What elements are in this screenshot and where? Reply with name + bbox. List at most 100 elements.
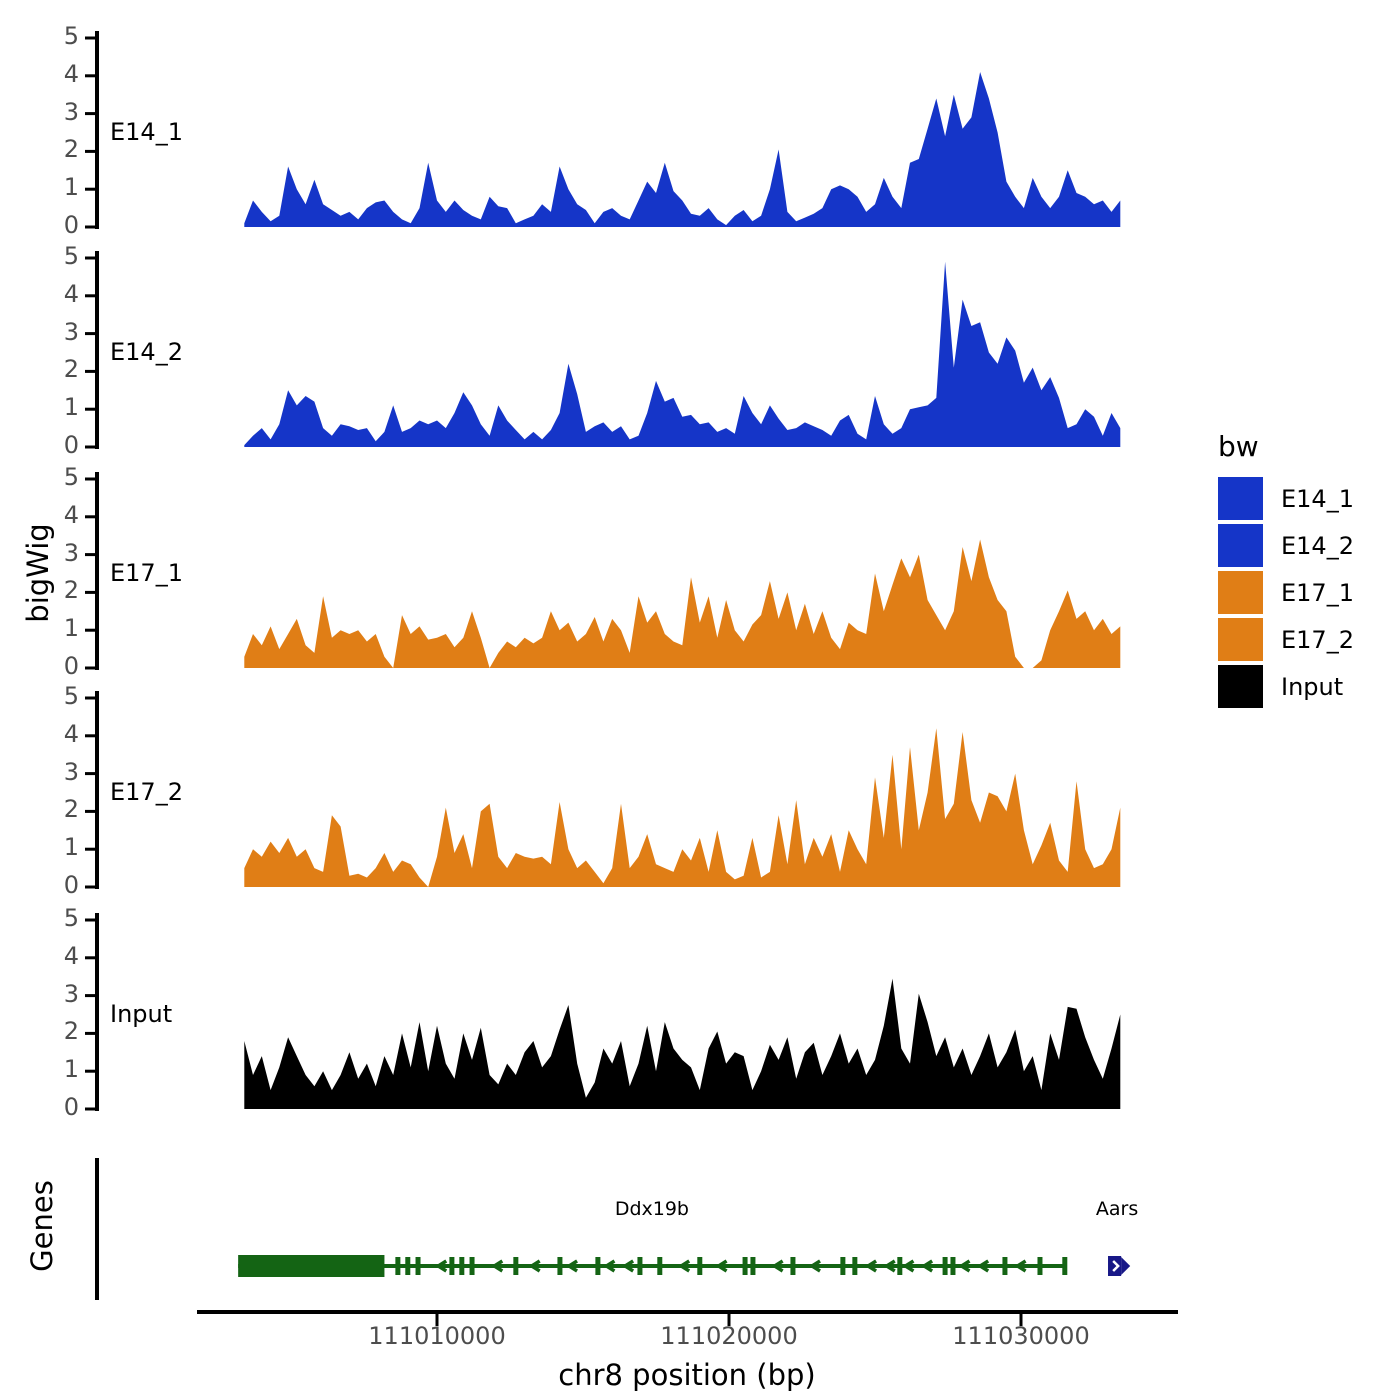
gene-exon-bar-Ddx19b-0 — [395, 1257, 401, 1275]
gene-exon-bar-Ddx19b-4 — [459, 1257, 465, 1275]
y-tick-label-E14_2-3: 3 — [63, 317, 79, 346]
legend-items: E14_1 E14_2 E17_1 E17_2 Input — [1218, 477, 1354, 708]
legend-swatch-E17_2 — [1218, 618, 1263, 661]
y-tick-label-Input-1: 1 — [63, 1055, 79, 1084]
legend-label-E17_2: E17_2 — [1281, 625, 1354, 654]
gene-exon-bar-Ddx19b-12 — [742, 1257, 748, 1275]
gene-strand-chevron-left — [565, 1259, 578, 1273]
y-tick-label-E17_1-4: 4 — [63, 500, 79, 529]
gene-strand-chevron-left — [621, 1259, 635, 1273]
gene-strand-chevron-left — [603, 1259, 616, 1273]
y-tick-label-E17_1-1: 1 — [63, 614, 79, 643]
coverage-area-Input — [244, 978, 1121, 1109]
gene-exon-bar-Ddx19b-9 — [637, 1257, 643, 1275]
gene-label-Ddx19b: Ddx19b — [614, 1198, 689, 1220]
y-tick-label-E14_2-4: 4 — [63, 279, 79, 308]
y-tick-label-E17_2-1: 1 — [63, 833, 79, 862]
y-tick-label-Input-5: 5 — [63, 904, 79, 932]
gene-exon-bar-Ddx19b-14 — [790, 1257, 796, 1275]
gene-strand-chevron-left — [920, 1259, 934, 1273]
legend-title: bw — [1218, 430, 1259, 463]
x-tick-label-111010000: 111010000 — [368, 1322, 506, 1350]
gene-strand-chevron-left — [958, 1259, 971, 1273]
gene-exon-bar-Ddx19b-17 — [897, 1257, 903, 1275]
legend-item-E14_2: E14_2 — [1218, 524, 1354, 567]
gene-exon-bar-Ddx19b-19 — [950, 1257, 956, 1275]
gene-utr-box-Ddx19b — [238, 1255, 385, 1277]
legend-swatch-E14_2 — [1218, 524, 1263, 567]
gene-exon-bar-Ddx19b-2 — [415, 1257, 421, 1275]
track-label-Input: Input — [110, 999, 173, 1028]
legend-label-E14_2: E14_2 — [1281, 531, 1354, 560]
gene-strand-chevron-left — [976, 1259, 990, 1273]
gene-label-Aars: Aars — [1095, 1198, 1139, 1220]
gene-arrow-Aars — [1121, 1257, 1131, 1275]
y-tick-label-E14_2-0: 0 — [63, 431, 79, 459]
y-tick-label-Input-0: 0 — [63, 1093, 79, 1121]
y-tick-label-E14_2-5: 5 — [63, 242, 79, 270]
gene-exon-bar-Ddx19b-16 — [852, 1257, 858, 1275]
gene-exon-bar-Ddx19b-11 — [697, 1257, 703, 1275]
gene-strand-chevron-left — [902, 1259, 915, 1273]
y-tick-label-E17_1-3: 3 — [63, 538, 79, 567]
gene-strand-chevron-left — [528, 1259, 541, 1273]
gene-strand-chevron-left — [864, 1259, 878, 1273]
y-tick-label-E17_2-4: 4 — [63, 719, 79, 748]
gene-strand-chevron-left — [715, 1259, 728, 1273]
gene-strand-chevron-left — [434, 1259, 448, 1273]
gene-exon-bar-Ddx19b-20 — [1002, 1257, 1008, 1275]
gene-exon-bar-Ddx19b-5 — [469, 1257, 475, 1275]
gene-exon-bar-Ddx19b-1 — [405, 1257, 411, 1275]
legend-swatch-E17_1 — [1218, 571, 1263, 614]
legend-swatch-Input — [1218, 665, 1263, 708]
y-tick-label-E17_1-5: 5 — [63, 463, 79, 491]
coverage-area-E14_2 — [244, 261, 1121, 447]
y-tick-label-E17_1-0: 0 — [63, 652, 79, 680]
gene-strand-chevron-left — [883, 1259, 896, 1273]
gene-strand-chevron-left — [771, 1259, 784, 1273]
track-label-E14_1: E14_1 — [110, 117, 183, 146]
gene-exon-bar-Ddx19b-10 — [657, 1257, 663, 1275]
y-tick-label-E14_1-1: 1 — [63, 173, 79, 202]
genes-axis-title: Genes — [25, 1180, 59, 1272]
y-tick-label-E14_1-4: 4 — [63, 59, 79, 88]
gene-exon-bar-Ddx19b-6 — [513, 1257, 519, 1275]
gene-strand-chevron-left — [808, 1259, 821, 1273]
legend-swatch-E14_1 — [1218, 477, 1263, 520]
legend-label-E17_1: E17_1 — [1281, 578, 1354, 607]
x-tick-label-111030000: 111030000 — [952, 1322, 1090, 1350]
coverage-area-E14_1 — [244, 72, 1121, 227]
legend-label-Input: Input — [1281, 672, 1344, 701]
y-tick-label-Input-2: 2 — [63, 1017, 79, 1046]
y-tick-label-E14_1-2: 2 — [63, 135, 79, 164]
legend-item-E17_1: E17_1 — [1218, 571, 1354, 614]
gene-strand-chevron-left — [677, 1259, 691, 1273]
y-tick-label-Input-4: 4 — [63, 941, 79, 970]
y-tick-label-E17_2-3: 3 — [63, 757, 79, 786]
legend: bw E14_1 E14_2 E17_1 E17_2 Input — [1218, 430, 1354, 712]
gene-box-Aars — [1108, 1256, 1122, 1276]
track-label-E17_2: E17_2 — [110, 777, 183, 806]
track-label-E17_1: E17_1 — [110, 558, 183, 587]
y-tick-label-E17_1-2: 2 — [63, 576, 79, 605]
y-tick-label-E14_1-3: 3 — [63, 97, 79, 126]
legend-item-Input: Input — [1218, 665, 1354, 708]
gene-strand-chevron-left — [1014, 1259, 1027, 1273]
y-tick-label-E14_2-2: 2 — [63, 355, 79, 384]
y-tick-label-E14_2-1: 1 — [63, 393, 79, 422]
x-tick-label-111020000: 111020000 — [660, 1322, 798, 1350]
gene-exon-bar-Ddx19b-7 — [557, 1257, 563, 1275]
gene-exon-bar-Ddx19b-3 — [449, 1257, 455, 1275]
y-tick-label-E17_2-0: 0 — [63, 871, 79, 899]
gene-exon-bar-Ddx19b-18 — [942, 1257, 948, 1275]
coverage-area-E17_2 — [244, 728, 1121, 887]
legend-label-E14_1: E14_1 — [1281, 484, 1354, 513]
x-axis-title: chr8 position (bp) — [558, 1358, 816, 1392]
y-tick-label-E17_2-5: 5 — [63, 682, 79, 710]
legend-item-E17_2: E17_2 — [1218, 618, 1354, 661]
track-label-E14_2: E14_2 — [110, 337, 183, 366]
gene-exon-bar-Ddx19b-13 — [750, 1257, 756, 1275]
y-tick-label-Input-3: 3 — [63, 979, 79, 1008]
